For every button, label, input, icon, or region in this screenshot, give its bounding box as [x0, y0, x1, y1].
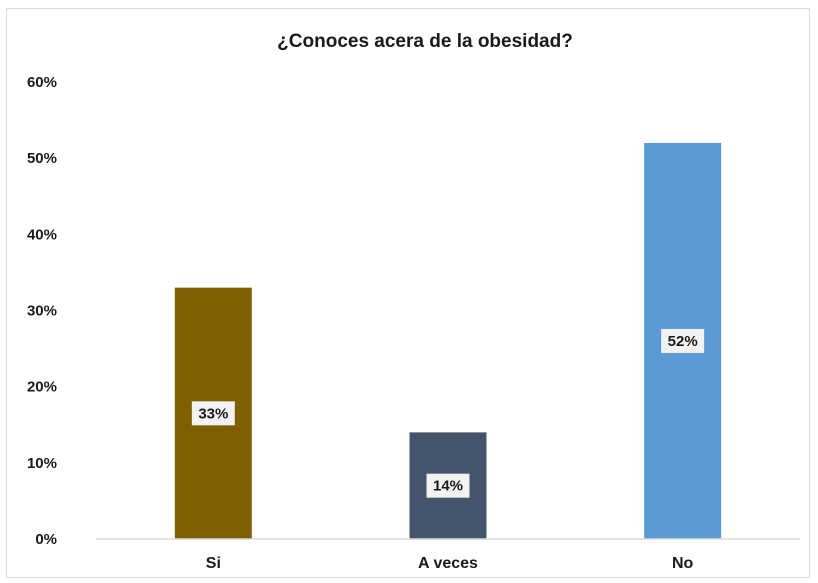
- data-label: 52%: [668, 333, 698, 350]
- y-tick-label: 40%: [27, 226, 57, 243]
- y-tick-label: 20%: [27, 379, 57, 396]
- y-tick-label: 10%: [27, 455, 57, 472]
- chart-title: ¿Conoces acera de la obesidad?: [277, 31, 573, 52]
- y-tick-label: 60%: [27, 74, 57, 91]
- data-label: 14%: [433, 478, 463, 495]
- x-tick-label: A veces: [418, 555, 478, 572]
- y-tick-label: 50%: [27, 150, 57, 167]
- x-axis: Si A veces No: [206, 555, 694, 572]
- y-tick-label: 0%: [35, 531, 57, 548]
- y-axis: 0% 10% 20% 30% 40% 50% 60%: [27, 74, 57, 548]
- data-label-box: [191, 401, 235, 426]
- data-label-box: [661, 328, 705, 353]
- data-label: 33%: [198, 405, 228, 422]
- y-tick-label: 30%: [27, 303, 57, 320]
- x-tick-label: No: [672, 555, 694, 572]
- x-tick-label: Si: [206, 555, 221, 572]
- data-labels: 33% 14% 52%: [191, 328, 705, 498]
- data-label-box: [426, 473, 470, 498]
